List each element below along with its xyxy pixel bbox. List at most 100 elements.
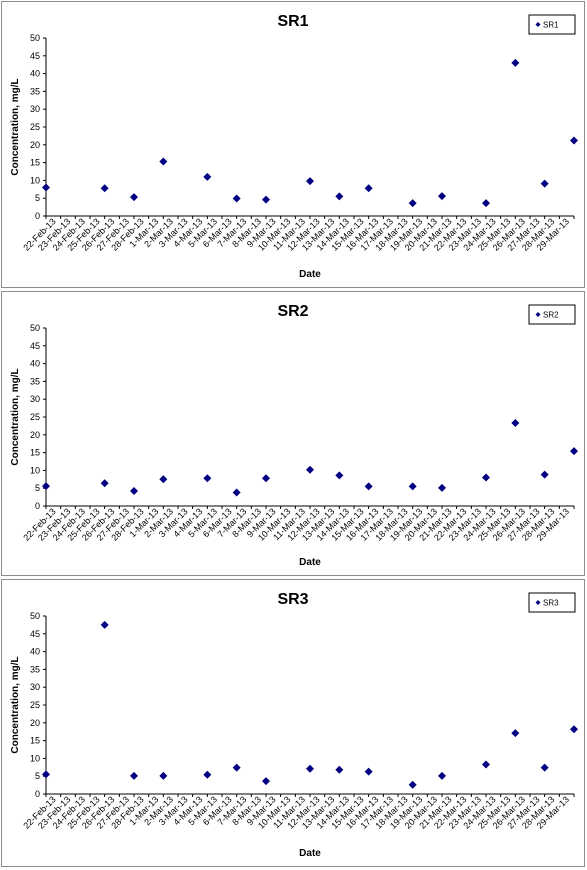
data-point [408,482,417,491]
legend-marker [535,600,541,605]
y-tick-label: 5 [35,483,40,493]
data-point [335,765,344,774]
legend-label: SR3 [543,599,559,608]
y-tick-label: 0 [35,501,40,511]
y-tick-label: 50 [30,611,40,621]
y-tick-label: 10 [30,175,40,185]
data-point [364,184,373,193]
data-point [570,447,578,456]
data-point [130,771,138,780]
chart-title: SR1 [277,13,308,30]
data-point [511,419,520,428]
legend-box [528,592,576,613]
x-axis-label: Date [299,269,321,280]
y-axis-label: Concentration, mg/L [10,78,21,175]
data-point [159,771,168,780]
y-tick-label: 15 [30,448,40,458]
data-point [306,764,314,773]
y-tick-label: 30 [30,104,40,114]
data-point [232,488,241,497]
data-point [438,483,446,492]
chart-panel-2: SR2 0 5 10 15 20 25 30 35 40 45 50 22-Feb-13 23-Feb-1… [1,291,585,576]
y-axis-label: Concentration, mg/L [10,368,21,465]
data-point [335,192,344,201]
y-tick-label: 5 [35,193,40,203]
y-tick-label: 45 [30,51,40,61]
y-tick-label: 10 [30,753,40,763]
data-point [100,184,109,193]
data-point [364,767,373,776]
x-axis-label: Date [299,557,321,568]
legend-label: SR1 [543,21,559,30]
y-tick-label: 20 [30,140,40,150]
data-point [408,780,417,789]
data-point [262,195,270,204]
y-tick-label: 40 [30,69,40,79]
data-point [42,183,50,192]
y-tick-label: 35 [30,376,40,386]
chart-title: SR2 [277,303,308,320]
data-point [364,482,373,491]
y-tick-label: 50 [30,33,40,43]
legend-marker [535,312,541,317]
y-axis-label: Concentration, mg/L [10,656,21,753]
chart-title: SR3 [277,591,308,608]
y-tick-label: 20 [30,718,40,728]
data-point [232,194,241,203]
data-point [130,193,138,202]
y-tick-label: 25 [30,122,40,132]
data-point [262,474,270,483]
data-point [130,487,138,496]
legend-label: SR2 [543,311,559,320]
data-point [306,465,314,474]
y-tick-label: 45 [30,629,40,639]
legend-box [528,304,576,325]
data-point [570,725,578,734]
y-tick-label: 5 [35,771,40,781]
y-tick-label: 25 [30,412,40,422]
data-point [438,192,446,201]
y-tick-label: 45 [30,341,40,351]
data-point [100,479,109,488]
data-point [482,473,490,482]
data-point [203,770,212,779]
y-tick-label: 50 [30,323,40,333]
data-point [482,199,490,208]
data-point [408,199,417,208]
data-point [335,471,344,480]
y-tick-label: 10 [30,465,40,475]
data-point [42,482,50,491]
legend-box [528,14,576,35]
y-tick-label: 20 [30,430,40,440]
data-point [159,475,168,484]
data-point [540,470,549,479]
chart-svg: SR30510152025303540455022-Feb-1323-Feb-1… [10,591,578,859]
y-tick-label: 15 [30,736,40,746]
y-tick-label: 35 [30,664,40,674]
chart-svg: SR20510152025303540455022-Feb-1323-Feb-1… [10,303,578,568]
data-point [570,136,578,145]
y-tick-label: 30 [30,394,40,404]
y-tick-label: 0 [35,789,40,799]
data-point [159,157,168,166]
data-point [42,770,50,779]
data-point [100,620,109,629]
data-point [262,777,270,786]
data-point [438,771,446,780]
data-point [203,172,212,181]
chart-panel-3: SR3 0 5 10 15 20 25 30 35 40 45 50 22-Feb-13 23-Feb-1… [1,579,585,867]
legend-marker [535,22,541,27]
data-point [511,58,520,67]
chart-svg: SR10510152025303540455022-Feb-1323-Feb-1… [10,13,578,280]
y-tick-label: 15 [30,158,40,168]
data-point [482,760,490,769]
y-tick-label: 40 [30,647,40,657]
data-point [306,177,314,186]
data-point [232,763,241,772]
y-tick-label: 35 [30,86,40,96]
data-point [540,179,549,188]
y-tick-label: 0 [35,211,40,221]
data-point [540,763,549,772]
data-point [511,729,520,738]
chart-panel-1: SR1 0 5 10 15 20 25 30 35 40 45 50 22-Feb-13 23-Feb-1… [1,1,585,288]
